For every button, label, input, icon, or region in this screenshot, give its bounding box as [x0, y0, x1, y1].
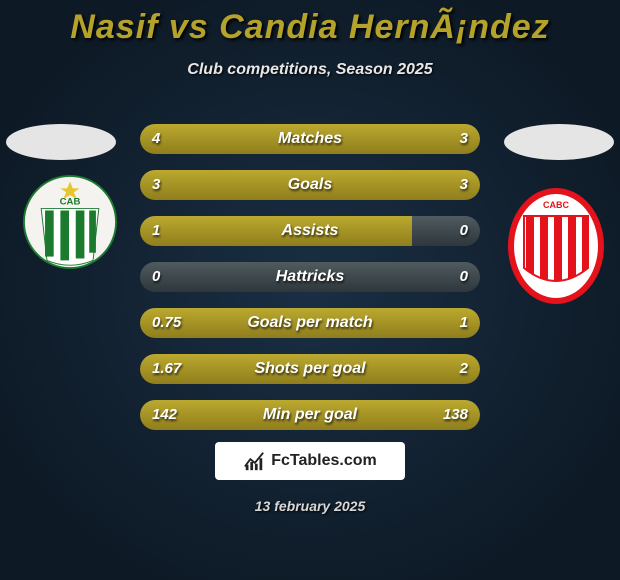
stat-row: 33Goals — [140, 170, 480, 200]
page-title: Nasif vs Candia HernÃ¡ndez — [0, 0, 620, 47]
club-crest-right: CABC — [506, 186, 602, 282]
stats-bars-container: 43Matches 33Goals 10Assists 00Hattricks 0.75… — [140, 124, 480, 446]
date-text: 13 february 2025 — [0, 498, 620, 514]
stat-label: Shots per goal — [140, 354, 480, 384]
stat-label: Hattricks — [140, 262, 480, 292]
svg-text:CAB: CAB — [60, 197, 81, 208]
stat-label: Goals — [140, 170, 480, 200]
branding-badge: FcTables.com — [215, 442, 405, 480]
stat-row: 00Hattricks — [140, 262, 480, 292]
player-right-avatar — [504, 124, 614, 160]
player-left-avatar — [6, 124, 116, 160]
stat-label: Assists — [140, 216, 480, 246]
club-crest-left: CAB — [22, 174, 118, 270]
stat-label: Min per goal — [140, 400, 480, 430]
stat-row: 142138Min per goal — [140, 400, 480, 430]
chart-icon — [243, 450, 265, 472]
stat-label: Goals per match — [140, 308, 480, 338]
stat-row: 1.672Shots per goal — [140, 354, 480, 384]
stat-row: 0.751Goals per match — [140, 308, 480, 338]
branding-text: FcTables.com — [271, 452, 377, 470]
stat-row: 43Matches — [140, 124, 480, 154]
stat-label: Matches — [140, 124, 480, 154]
stat-row: 10Assists — [140, 216, 480, 246]
svg-text:CABC: CABC — [543, 200, 569, 210]
subtitle: Club competitions, Season 2025 — [0, 61, 620, 79]
